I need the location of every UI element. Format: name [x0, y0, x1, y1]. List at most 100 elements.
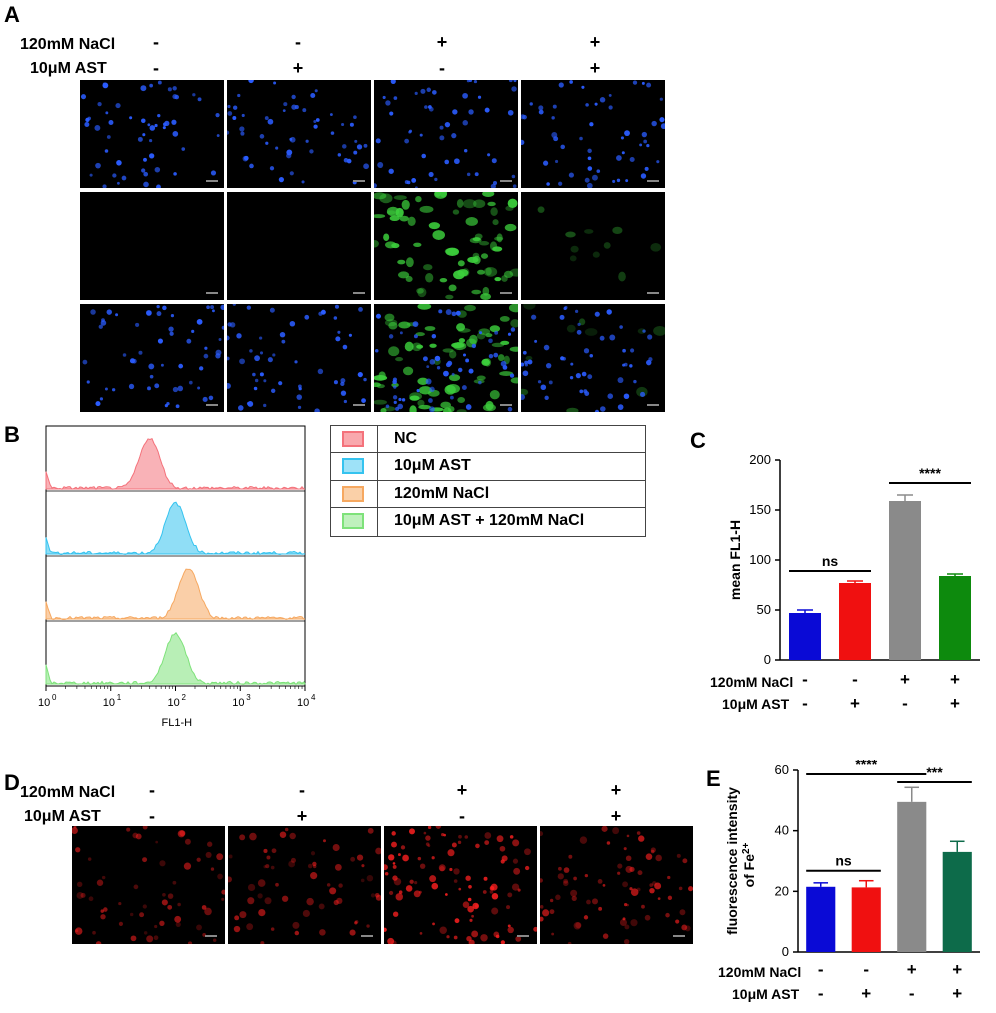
micrograph-a-blue-nuclei: [521, 80, 665, 188]
legend-swatch-nacl: [342, 486, 364, 502]
histogram-trace: [45, 438, 306, 491]
chart-c-nacl-sign: +: [900, 670, 910, 689]
legend-label: 10μM AST: [394, 457, 471, 474]
chart-e-ast-sign: -: [817, 984, 824, 1003]
micrograph-d: [540, 826, 693, 944]
flow-tick-label: 10: [103, 697, 115, 709]
micrograph-a-green-fluorescence: [227, 192, 371, 300]
panel-letter-b: B: [4, 422, 20, 447]
bar: [806, 886, 836, 952]
y-tick-label: 50: [757, 602, 771, 617]
flow-tick-exponent: 0: [52, 693, 57, 702]
ast-label-d: 10μM AST: [24, 808, 101, 825]
flow-tick-label: 10: [232, 697, 244, 709]
nacl-sign: -: [149, 780, 155, 800]
chart-e-ast-sign: +: [952, 984, 963, 1003]
flow-legend: NC 10μM AST 120mM NaCl 10μM AST + 120mM …: [330, 425, 646, 537]
legend-label: NC: [394, 430, 418, 447]
legend-swatch-ast-nacl: [342, 513, 364, 529]
bar: [942, 851, 972, 952]
y-tick-label: 150: [749, 502, 771, 517]
nacl-label-c: 120mM NaCl: [710, 674, 794, 690]
chart-e-ast-sign: +: [861, 984, 872, 1003]
bar: [839, 583, 871, 660]
panel-letter-d: D: [4, 770, 20, 795]
ast-label-e: 10μM AST: [732, 986, 800, 1002]
y-axis-label: fluorescence intensityof Fe2+: [724, 787, 757, 935]
significance-label: ns: [835, 853, 852, 869]
y-tick-label: 0: [782, 944, 789, 959]
legend-label: 120mM NaCl: [394, 485, 490, 502]
bar: [897, 801, 927, 952]
y-tick-label: 20: [775, 883, 789, 898]
micrograph-d: [228, 826, 381, 944]
chart-e-ast-sign: -: [908, 984, 915, 1003]
y-tick-label: 60: [775, 762, 789, 777]
micrograph-d: [384, 826, 537, 944]
y-tick-label: 100: [749, 552, 771, 567]
significance-label: ***: [926, 764, 943, 780]
legend-label: 10μM AST + 120mM NaCl: [394, 512, 585, 529]
chart-e-nacl-sign: -: [817, 960, 824, 979]
chart-c-nacl-sign: -: [852, 670, 858, 689]
nacl-label-a: 120mM NaCl: [20, 36, 116, 53]
flow-tick-exponent: 1: [117, 693, 122, 702]
chart-c-ast-sign: -: [802, 694, 808, 713]
nacl-sign: -: [153, 32, 159, 52]
y-axis-label: mean FL1-H: [727, 520, 743, 600]
micrograph-a-merge: [374, 304, 518, 412]
y-tick-label: 40: [775, 823, 789, 838]
micrograph-a-merge: [80, 304, 224, 412]
bar: [789, 613, 821, 660]
micrograph-a-blue-nuclei: [80, 80, 224, 188]
nacl-label-e: 120mM NaCl: [718, 964, 802, 980]
bar: [889, 501, 921, 660]
chart-e-nacl-sign: +: [952, 960, 963, 979]
nacl-sign: -: [299, 780, 305, 800]
histogram-trace: [45, 631, 306, 686]
chart-c-ast-sign: -: [902, 694, 908, 713]
panel-letter-a: A: [4, 2, 20, 27]
micrograph-a-green-fluorescence: [80, 192, 224, 300]
legend-swatch-nc: [342, 431, 364, 447]
chart-c-nacl-sign: +: [950, 670, 960, 689]
ast-sign: +: [292, 58, 304, 78]
significance-label: ****: [855, 760, 877, 772]
ast-sign: +: [610, 806, 622, 826]
significance-label: ****: [919, 465, 941, 481]
panel-letter-c: C: [690, 428, 706, 453]
chart-c-nacl-sign: -: [802, 670, 808, 689]
bar: [851, 887, 881, 952]
ast-label-a: 10μM AST: [30, 60, 107, 77]
histogram-trace: [45, 568, 306, 621]
histogram-trace: [45, 501, 306, 556]
ast-sign: -: [149, 806, 155, 826]
nacl-sign: +: [610, 780, 622, 800]
flow-tick-exponent: 4: [311, 693, 316, 702]
bar: [939, 576, 971, 660]
y-tick-label: 0: [764, 652, 771, 667]
micrograph-a-merge: [227, 304, 371, 412]
y-tick-label: 200: [749, 452, 771, 467]
chart-c-ast-sign: +: [850, 694, 860, 713]
nacl-sign: +: [436, 32, 448, 52]
chart-c-ast-sign: +: [950, 694, 960, 713]
ast-sign: -: [153, 58, 159, 78]
micrograph-grid-d: [72, 826, 696, 946]
flow-tick-label: 10: [168, 697, 180, 709]
ast-sign: -: [459, 806, 465, 826]
micrograph-grid-a: [80, 80, 668, 412]
flow-tick-exponent: 3: [246, 693, 251, 702]
flow-xlabel: FL1-H: [162, 717, 193, 729]
nacl-sign: -: [295, 32, 301, 52]
micrograph-d: [72, 826, 225, 944]
micrograph-a-blue-nuclei: [374, 80, 518, 188]
chart-e-nacl-sign: +: [906, 960, 917, 979]
flow-tick-label: 10: [38, 697, 50, 709]
significance-label: ns: [822, 553, 839, 569]
legend-swatch-ast: [342, 458, 364, 474]
nacl-label-d: 120mM NaCl: [20, 784, 116, 801]
flow-tick-label: 10: [297, 697, 309, 709]
chart-e-nacl-sign: -: [863, 960, 870, 979]
